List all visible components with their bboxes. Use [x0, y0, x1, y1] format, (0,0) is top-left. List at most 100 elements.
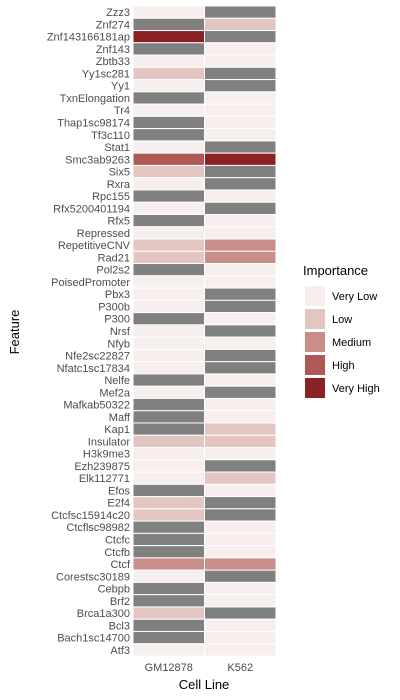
heatmap-cell — [204, 287, 277, 301]
heatmap-cell — [132, 275, 205, 289]
y-tick-label: Ctcfb — [104, 547, 130, 559]
y-tick-label: Zbtb33 — [96, 56, 130, 68]
heatmap-cell — [132, 238, 205, 252]
heatmap-cell — [132, 17, 205, 32]
y-tick-label: Nelfe — [104, 375, 130, 387]
heatmap-cell — [132, 91, 205, 105]
y-tick-label: Efos — [108, 485, 131, 497]
y-tick-label: Brf2 — [110, 596, 130, 608]
heatmap-cell — [204, 17, 277, 32]
heatmap-cell — [132, 201, 205, 215]
legend-key — [305, 332, 325, 352]
heatmap-cell — [204, 447, 277, 461]
heatmap-cell — [132, 42, 205, 56]
y-tick-label: Znf143166181ap — [47, 32, 130, 44]
heatmap-cell — [132, 385, 205, 399]
y-tick-label: E2f4 — [107, 498, 130, 510]
heatmap-cell — [132, 152, 205, 166]
heatmap-cell — [204, 496, 277, 510]
heatmap-cell — [204, 5, 277, 19]
x-tick-label: K562 — [227, 662, 253, 674]
y-tick-label: Thap1sc98174 — [57, 118, 130, 130]
legend-label: Low — [332, 314, 352, 326]
heatmap-cell — [204, 226, 277, 240]
heatmap-cell — [204, 336, 277, 350]
heatmap-cell — [132, 630, 205, 645]
y-tick-label: Rfx5200401194 — [53, 203, 130, 215]
legend-label: Medium — [332, 337, 371, 349]
y-tick-label: Brca1a300 — [77, 608, 130, 620]
heatmap-cell — [204, 275, 277, 289]
heatmap-cell — [204, 581, 277, 596]
y-tick-label: Six5 — [109, 167, 130, 179]
y-tick-label: Znf274 — [96, 19, 130, 31]
y-tick-label: Ctcflsc98982 — [66, 522, 130, 534]
heatmap-cell — [204, 263, 277, 277]
y-tick-label: Smc3ab9263 — [65, 154, 130, 166]
heatmap-cell — [132, 520, 205, 534]
heatmap-cell — [132, 348, 205, 363]
heatmap-cell — [132, 54, 205, 68]
heatmap-cell — [204, 532, 277, 547]
heatmap-cell — [132, 103, 205, 117]
legend-key — [305, 309, 325, 329]
heatmap-cell — [204, 520, 277, 534]
y-tick-label: Stat1 — [104, 142, 130, 154]
legend-title: Importance — [303, 263, 368, 278]
y-tick-label: Nfyb — [107, 338, 130, 350]
heatmap-cell — [204, 545, 277, 559]
y-tick-label: P300 — [104, 314, 130, 326]
heatmap-cell — [132, 496, 205, 510]
heatmap-cell — [132, 447, 205, 461]
heatmap-cell — [132, 471, 205, 485]
heatmap-cell — [132, 618, 205, 632]
y-tick-label: Ctcfsc15914c20 — [51, 510, 130, 522]
heatmap-cell — [204, 643, 277, 657]
y-tick-label: Rpc155 — [92, 191, 130, 203]
heatmap-cell — [132, 581, 205, 596]
heatmap-cell — [132, 164, 205, 179]
heatmap-cell — [204, 508, 277, 522]
heatmap-cell — [204, 201, 277, 215]
heatmap-cell — [132, 532, 205, 547]
y-tick-label: Repressed — [77, 228, 130, 240]
heatmap-cell — [132, 177, 205, 191]
y-tick-label: Nrsf — [110, 326, 131, 338]
heatmap-cell — [204, 177, 277, 191]
heatmap-cell — [132, 569, 205, 583]
y-tick-label: Bach1sc14700 — [57, 633, 130, 645]
heatmap-cell — [132, 5, 205, 19]
y-tick-label: Tf3c110 — [91, 130, 130, 142]
heatmap-cell — [132, 508, 205, 522]
legend-items: Very Low Low Medium High Very High — [305, 286, 380, 398]
heatmap-cell — [132, 545, 205, 559]
heatmap-cell — [204, 213, 277, 228]
heatmap-cell — [204, 434, 277, 449]
heatmap-cell — [204, 410, 277, 424]
legend: Importance Very Low Low Medium High Very Hig… — [303, 263, 380, 398]
heatmap-cell — [204, 618, 277, 632]
heatmap-cell — [204, 385, 277, 399]
y-axis-ticks: Zzz3Znf274Znf143166181apZnf143Zbtb33Yy1s… — [47, 7, 131, 657]
heatmap-cell — [204, 238, 277, 252]
y-tick-label: Maff — [109, 412, 131, 424]
y-tick-label: Rfx5 — [107, 216, 130, 228]
y-tick-label: Corestsc30189 — [56, 571, 130, 583]
heatmap-cell — [132, 422, 205, 436]
legend-label: High — [332, 360, 355, 372]
y-tick-label: Elk112771 — [79, 473, 130, 485]
y-tick-label: RepetitiveCNV — [58, 240, 131, 252]
heatmap-cell — [204, 459, 277, 473]
heatmap-cell — [132, 79, 205, 93]
heatmap-cell — [132, 299, 205, 314]
heatmap-cell — [204, 361, 277, 375]
heatmap-cell — [204, 594, 277, 608]
y-tick-label: Cebpb — [98, 584, 130, 596]
heatmap-cell — [204, 422, 277, 436]
y-tick-label: P300b — [98, 301, 130, 313]
heatmap-cell — [204, 630, 277, 645]
heatmap-cell — [204, 373, 277, 387]
heatmap-cell — [204, 42, 277, 56]
legend-key — [305, 286, 325, 306]
